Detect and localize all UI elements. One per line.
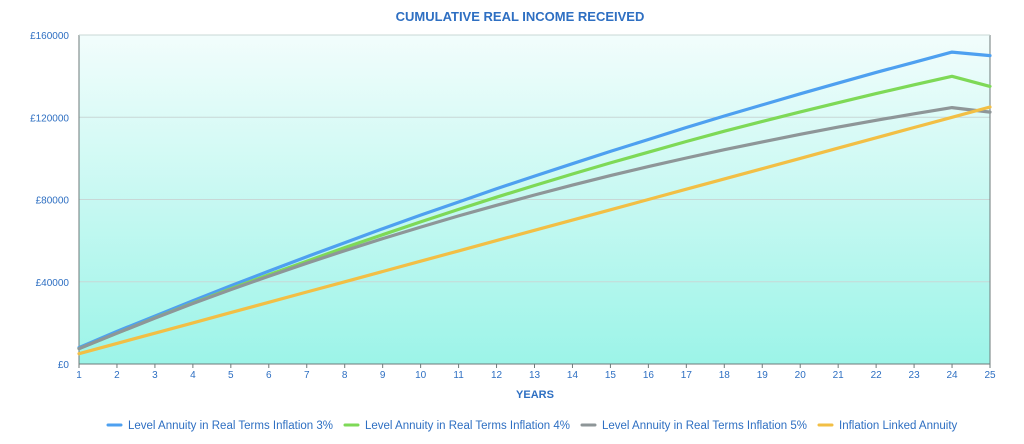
x-tick-label: 12 bbox=[491, 370, 503, 381]
series-line-4 bbox=[77, 105, 992, 356]
x-tick-label: 13 bbox=[529, 370, 541, 381]
x-tick-label: 10 bbox=[415, 370, 427, 381]
x-tick-label: 5 bbox=[228, 370, 234, 381]
x-tick-label: 15 bbox=[605, 370, 617, 381]
x-tick-label: 6 bbox=[266, 370, 272, 381]
legend: Level Annuity in Real Terms Inflation 3%… bbox=[106, 420, 958, 432]
x-tick-label: 14 bbox=[567, 370, 579, 381]
x-tick-label: 9 bbox=[380, 370, 386, 381]
series-line-1 bbox=[77, 50, 992, 350]
x-tick-label: 21 bbox=[833, 370, 845, 381]
legend-label: Level Annuity in Real Terms Inflation 3% bbox=[128, 420, 333, 432]
y-tick-label: £160000 bbox=[30, 31, 69, 42]
y-tick-label: £0 bbox=[58, 360, 70, 371]
legend-label: Inflation Linked Annuity bbox=[839, 420, 958, 432]
y-tick-label: £120000 bbox=[30, 113, 69, 124]
x-tick-label: 16 bbox=[643, 370, 655, 381]
y-tick-label: £80000 bbox=[36, 196, 70, 207]
x-tick-label: 19 bbox=[757, 370, 769, 381]
x-tick-label: 18 bbox=[719, 370, 731, 381]
x-axis-ticks: 1 2 3 4 5 6 7 8 9 10 11 12 13 14 15 16 17 18 19 20 21 22 23 24 2… bbox=[76, 364, 996, 381]
chart-title: CUMULATIVE REAL INCOME RECEIVED bbox=[396, 9, 645, 24]
x-tick-label: 23 bbox=[909, 370, 921, 381]
x-tick-label: 4 bbox=[190, 370, 196, 381]
series-line-3 bbox=[77, 106, 992, 351]
x-tick-label: 22 bbox=[871, 370, 883, 381]
x-tick-label: 7 bbox=[304, 370, 310, 381]
x-tick-label: 17 bbox=[681, 370, 693, 381]
x-tick-label: 3 bbox=[152, 370, 158, 381]
x-axis-title: YEARS bbox=[516, 389, 554, 401]
legend-label: Level Annuity in Real Terms Inflation 4% bbox=[365, 420, 570, 432]
y-axis-ticks: £0 £40000 £80000 £120000 £160000 bbox=[30, 31, 69, 371]
x-tick-label: 2 bbox=[114, 370, 120, 381]
x-tick-label: 25 bbox=[984, 370, 996, 381]
series-lines bbox=[77, 50, 992, 356]
x-tick-label: 1 bbox=[76, 370, 82, 381]
x-tick-label: 11 bbox=[453, 370, 464, 381]
x-tick-label: 24 bbox=[946, 370, 958, 381]
y-tick-label: £40000 bbox=[36, 278, 70, 289]
legend-label: Level Annuity in Real Terms Inflation 5% bbox=[602, 420, 807, 432]
x-tick-label: 8 bbox=[342, 370, 348, 381]
x-tick-label: 20 bbox=[795, 370, 807, 381]
